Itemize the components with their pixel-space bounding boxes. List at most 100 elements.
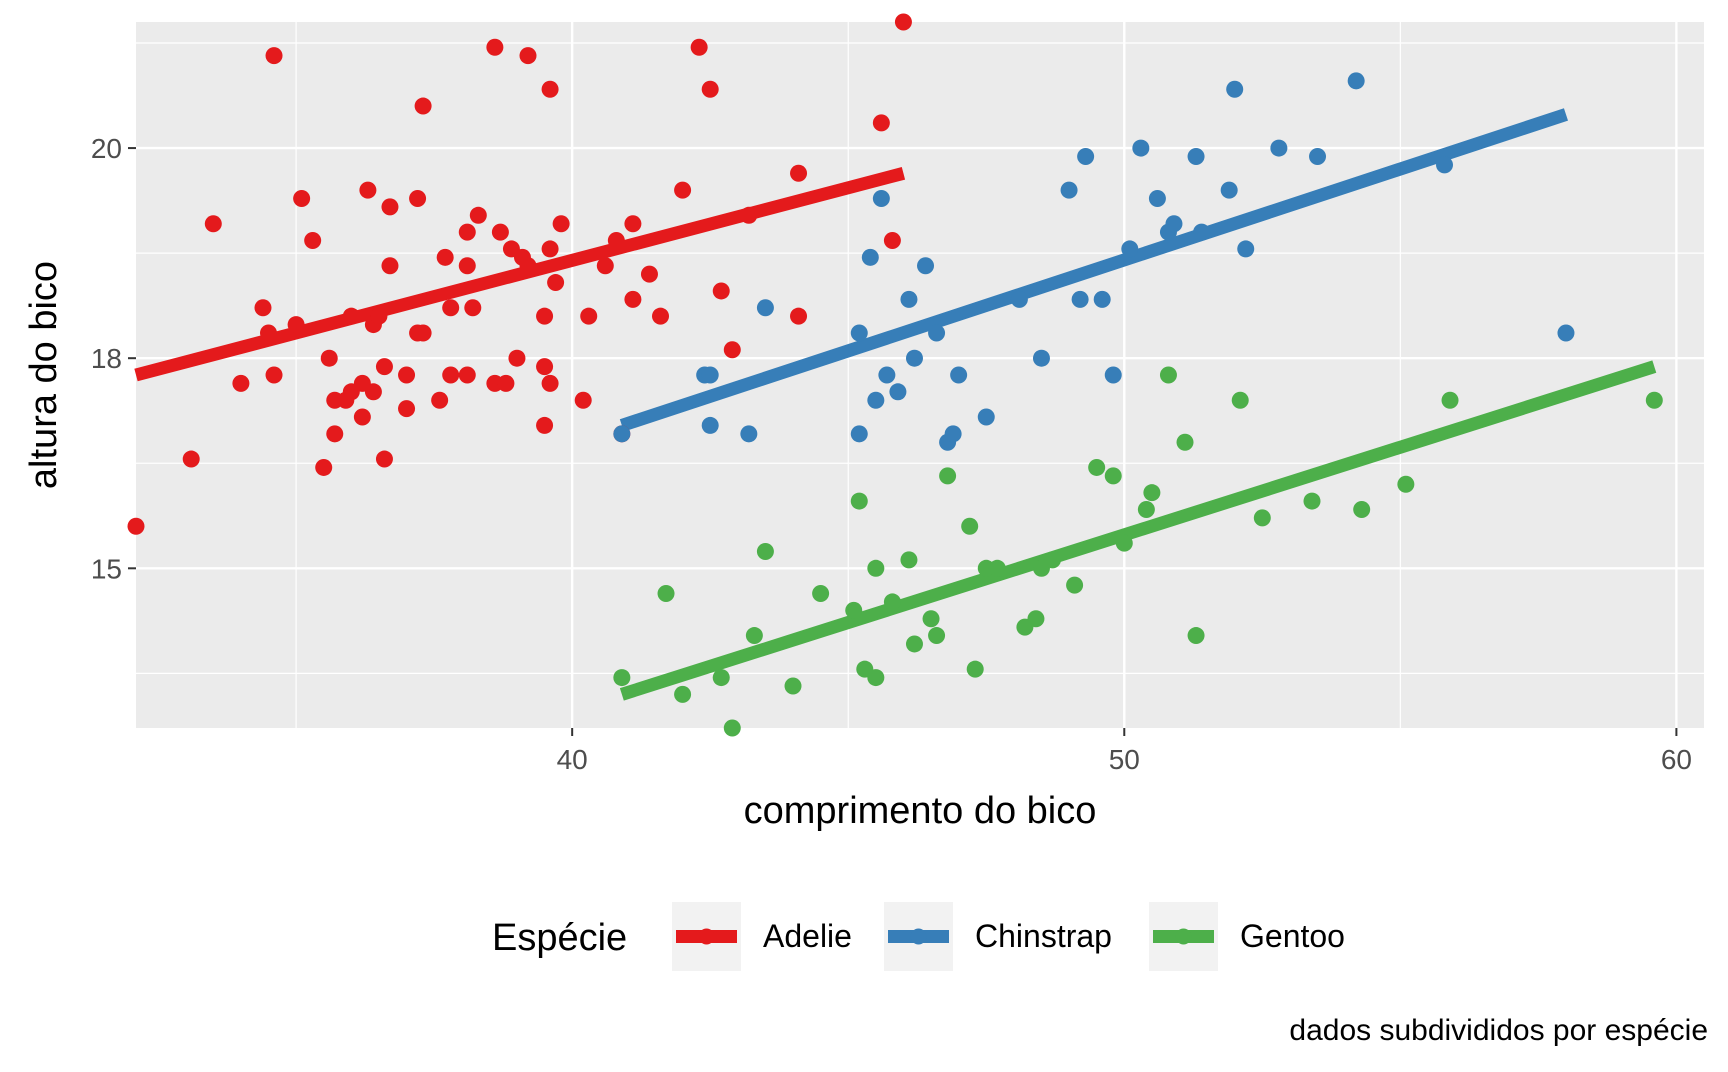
legend-label-chinstrap: Chinstrap [975,918,1112,954]
point-adelie [398,366,416,384]
point-gentoo [845,601,863,619]
point-adelie [375,358,393,376]
point-chinstrap [1077,147,1095,165]
point-gentoo [723,719,741,737]
point-adelie [491,223,509,241]
point-adelie [364,383,382,401]
point-adelie [541,374,559,392]
point-chinstrap [1309,147,1327,165]
point-chinstrap [1060,181,1078,199]
point-gentoo [784,677,802,695]
point-chinstrap [1436,156,1454,174]
x-tick-label: 50 [1109,744,1140,775]
point-chinstrap [977,408,995,426]
point-gentoo [1104,467,1122,485]
point-chinstrap [861,248,879,266]
point-adelie [342,307,360,325]
point-adelie [442,366,460,384]
point-adelie [607,232,625,250]
point-chinstrap [1165,215,1183,233]
point-chinstrap [1557,324,1575,342]
point-gentoo [1044,551,1062,569]
point-adelie [712,282,730,300]
point-adelie [574,391,592,409]
legend-point-adelie [698,928,715,945]
point-adelie [674,181,692,199]
point-gentoo [1159,366,1177,384]
point-adelie [409,190,427,207]
point-adelie [414,97,432,115]
point-adelie [464,299,482,317]
point-chinstrap [701,416,719,434]
point-adelie [723,341,741,359]
point-adelie [536,358,554,376]
point-adelie [519,257,537,275]
point-adelie [486,38,504,56]
point-chinstrap [756,299,774,317]
point-gentoo [812,585,830,603]
legend-point-gentoo [1175,928,1192,945]
point-adelie [293,190,311,207]
x-axis-title: comprimento do bico [744,790,1097,832]
point-adelie [315,458,333,476]
y-axis: 15 18 20 [91,133,136,584]
point-chinstrap [900,290,918,308]
point-adelie [326,425,344,443]
point-adelie [182,450,200,468]
point-chinstrap [950,366,968,384]
point-chinstrap [867,391,885,409]
point-adelie [436,248,454,266]
point-gentoo [900,551,918,569]
point-gentoo [850,492,868,510]
point-gentoo [1066,576,1084,594]
point-chinstrap [1220,181,1238,199]
point-adelie [652,307,670,325]
point-chinstrap [1226,80,1244,98]
point-adelie [541,80,559,98]
point-gentoo [1353,500,1371,518]
point-gentoo [961,517,979,535]
point-adelie [232,374,250,392]
point-gentoo [1088,458,1106,476]
point-adelie [381,257,399,275]
point-adelie [508,349,526,367]
point-adelie [580,307,598,325]
point-adelie [872,114,890,132]
point-chinstrap [1010,290,1028,308]
point-adelie [497,374,515,392]
point-adelie [690,38,708,56]
x-axis: 40 50 60 [557,728,1692,775]
point-gentoo [1137,500,1155,518]
point-adelie [624,215,642,233]
point-adelie [790,307,808,325]
point-adelie [640,265,658,283]
point-adelie [541,240,559,258]
point-adelie [536,416,554,434]
point-chinstrap [1148,190,1166,207]
y-axis-title: altura do bico [23,261,65,489]
data-points [127,13,1663,737]
point-adelie [536,307,554,325]
fit-line-chinstrap [619,108,1569,432]
caption: dados subdivididos por espécie [1289,1014,1708,1047]
legend: Espécie Adelie Chinstrap Gentoo [492,902,1345,971]
point-chinstrap [1032,349,1050,367]
point-gentoo [966,660,984,678]
legend-label-adelie: Adelie [763,918,852,954]
point-chinstrap [878,366,896,384]
point-adelie [442,299,460,317]
point-chinstrap [917,257,935,275]
point-adelie [458,223,476,241]
y-tick-label: 20 [91,133,122,164]
point-adelie [790,164,808,182]
point-adelie [370,307,388,325]
point-chinstrap [1121,240,1139,258]
point-adelie [624,290,642,308]
point-gentoo [1303,492,1321,510]
point-chinstrap [701,366,719,384]
fit-line-gentoo [619,360,1657,701]
point-chinstrap [613,425,631,443]
point-gentoo [939,467,957,485]
point-gentoo [1645,391,1663,409]
point-gentoo [674,685,692,703]
